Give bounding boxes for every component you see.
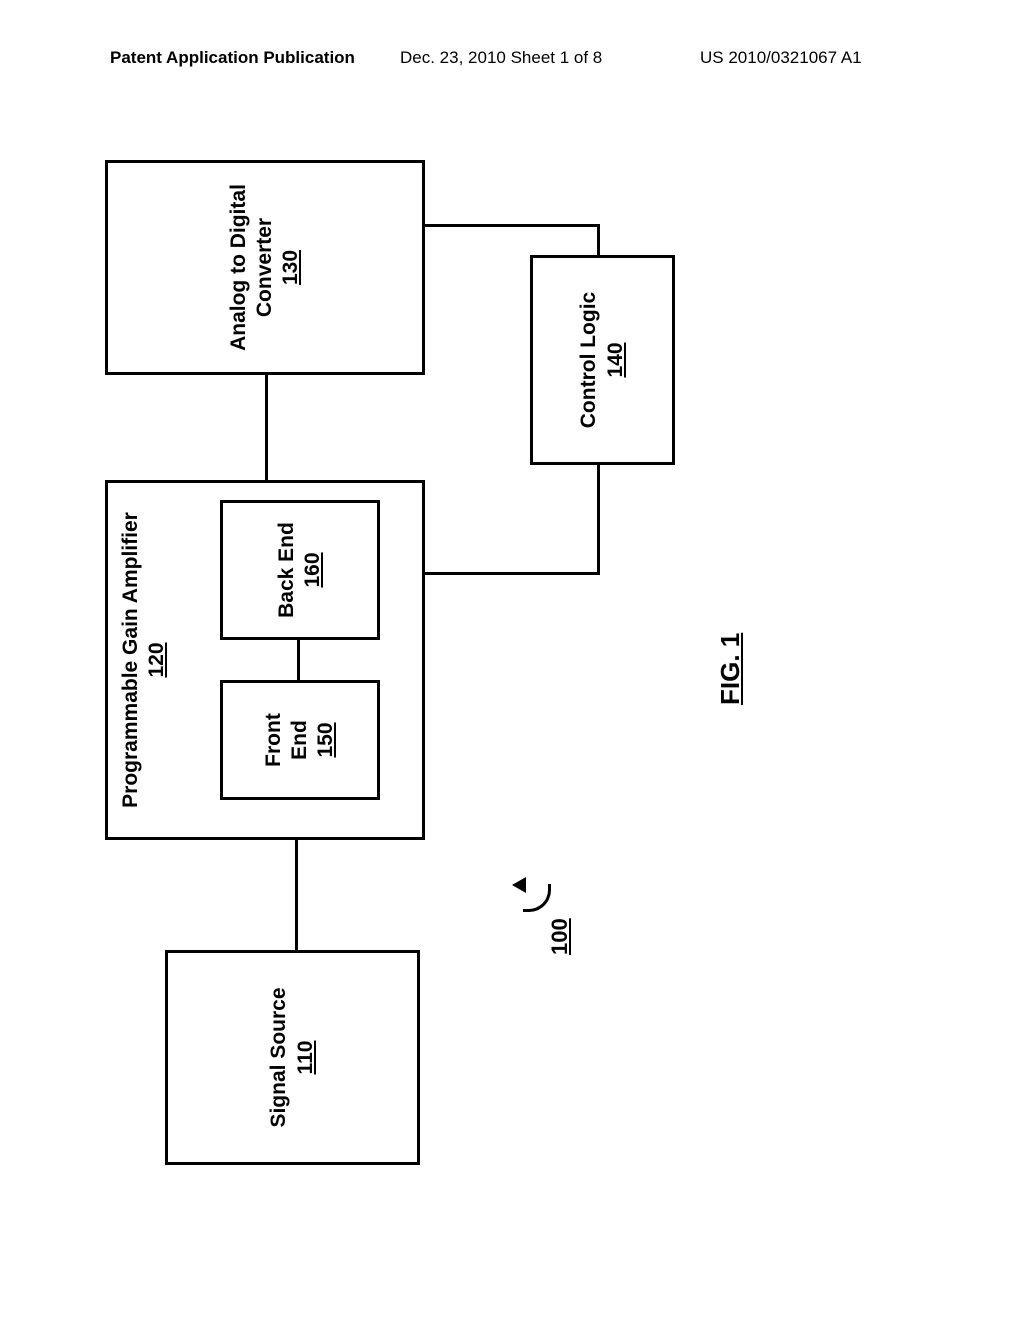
pga-label: Programmable Gain Amplifier: [119, 512, 142, 808]
pga-ref: 120: [145, 642, 168, 677]
edge-adc-to-control: [597, 225, 600, 255]
block-adc: Analog to Digital Converter 130: [105, 160, 425, 375]
block-back-end: Back End 160: [220, 500, 380, 640]
edge-frontend-to-backend: [297, 640, 300, 680]
edge-pga-to-adc: [265, 375, 268, 480]
control-logic-ref: 140: [603, 342, 629, 377]
figure-label: FIG. 1: [715, 633, 746, 705]
adc-label2: Converter: [252, 218, 278, 317]
signal-source-label: Signal Source: [266, 987, 292, 1127]
pga-title: Programmable Gain Amplifier 120: [118, 483, 171, 837]
edge-signal-to-pga: [295, 840, 298, 950]
system-ref-100: 100: [547, 918, 573, 955]
front-end-label2: End: [287, 720, 313, 760]
front-end-label1: Front: [261, 713, 287, 767]
header-left: Patent Application Publication: [110, 48, 355, 68]
system-ref-arrowhead: [512, 877, 526, 893]
system-ref-leader: [523, 884, 551, 912]
edge-control-to-pga: [425, 572, 600, 575]
block-diagram: Signal Source 110 Programmable Gain Ampl…: [0, 285, 1024, 1075]
front-end-ref: 150: [313, 722, 339, 757]
header-mid: Dec. 23, 2010 Sheet 1 of 8: [400, 48, 602, 68]
block-control-logic: Control Logic 140: [530, 255, 675, 465]
back-end-ref: 160: [300, 552, 326, 587]
signal-source-ref: 110: [293, 1041, 319, 1075]
block-signal-source: Signal Source 110: [165, 950, 420, 1165]
page: Patent Application Publication Dec. 23, …: [0, 0, 1024, 1320]
block-front-end: Front End 150: [220, 680, 380, 800]
adc-ref: 130: [278, 250, 304, 285]
edge-control-left: [597, 465, 600, 575]
control-logic-label: Control Logic: [576, 292, 602, 428]
edge-adc-down: [425, 224, 600, 227]
header-right: US 2010/0321067 A1: [700, 48, 862, 68]
back-end-label: Back End: [274, 522, 300, 618]
adc-label1: Analog to Digital: [226, 184, 252, 351]
